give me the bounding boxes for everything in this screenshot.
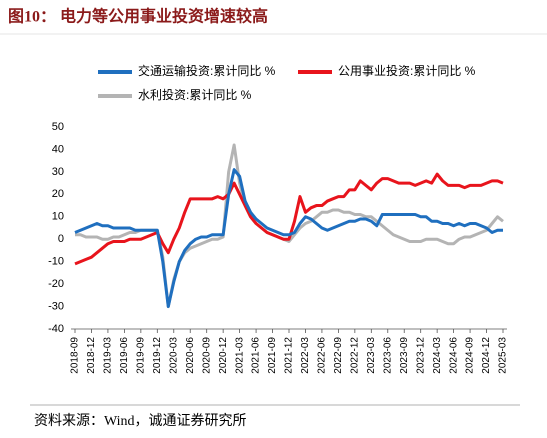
y-tick-label: -30 xyxy=(48,300,64,312)
x-tick-label: 2020-06 xyxy=(185,337,196,374)
x-tick-label: 2023-03 xyxy=(366,337,377,374)
y-tick-label: 0 xyxy=(58,233,64,245)
chart-title: 图10： 电力等公用事业投资增速较高 xyxy=(8,7,268,26)
x-tick-label: 2021-03 xyxy=(234,337,245,374)
x-tick-label: 2024-06 xyxy=(448,337,459,374)
x-tick-label: 2019-03 xyxy=(103,337,114,374)
y-tick-label: -40 xyxy=(48,323,64,335)
y-tick-label: -10 xyxy=(48,256,64,268)
series-line xyxy=(75,143,504,309)
legend-label: 交通运输投资:累计同比 % xyxy=(138,63,276,78)
x-tick-label: 2019-09 xyxy=(135,337,146,374)
source: 资料来源：Wind，诚通证券研究所 xyxy=(34,413,247,429)
x-tick-label: 2023-09 xyxy=(399,337,410,374)
x-tick-label: 2020-09 xyxy=(201,337,212,374)
series-line xyxy=(74,172,504,266)
x-tick-label: 2024-09 xyxy=(465,337,476,374)
y-tick-label: 40 xyxy=(52,143,64,155)
x-tick-label: 2022-06 xyxy=(317,337,328,374)
y-tick-label: 20 xyxy=(52,188,64,200)
x-tick-label: 2022-12 xyxy=(349,337,360,374)
x-tick-label: 2019-06 xyxy=(119,337,130,374)
x-tick-label: 2021-06 xyxy=(251,337,262,374)
y-tick-label: 10 xyxy=(52,211,64,223)
x-tick-label: 2018-09 xyxy=(70,337,81,374)
y-tick-label: 30 xyxy=(52,166,64,178)
x-tick-label: 2018-12 xyxy=(86,337,97,374)
x-tick-label: 2020-12 xyxy=(218,337,229,374)
legend-label: 水利投资:累计同比 % xyxy=(138,87,252,102)
x-tick-label: 2022-09 xyxy=(333,337,344,374)
x-tick-label: 2022-03 xyxy=(300,337,311,374)
x-tick-label: 2024-12 xyxy=(481,337,492,374)
x-tick-label: 2023-06 xyxy=(382,337,393,374)
series-line xyxy=(74,168,503,309)
x-tick-label: 2021-12 xyxy=(284,337,295,374)
x-tick-label: 2025-03 xyxy=(498,337,509,374)
x-tick-label: 2019-12 xyxy=(152,337,163,374)
y-tick-label: 50 xyxy=(52,121,64,133)
x-tick-label: 2020-03 xyxy=(168,337,179,374)
x-tick-label: 2021-09 xyxy=(267,337,278,374)
x-tick-label: 2024-03 xyxy=(432,337,443,374)
y-tick-label: -20 xyxy=(48,278,64,290)
legend-label: 公用事业投资:累计同比 % xyxy=(338,63,476,78)
x-tick-label: 2023-12 xyxy=(415,337,426,374)
